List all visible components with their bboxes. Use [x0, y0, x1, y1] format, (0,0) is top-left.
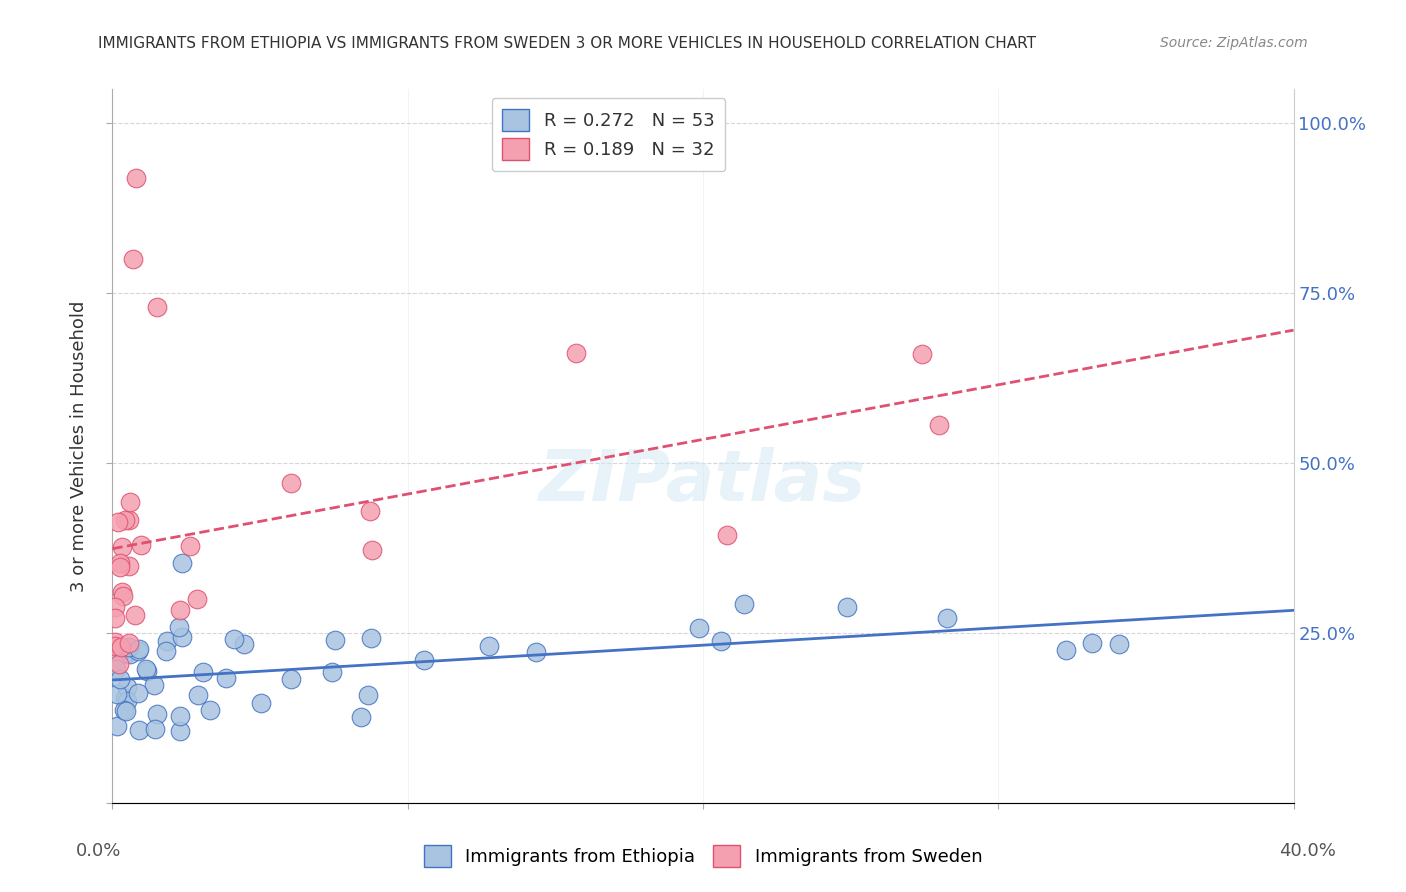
Point — [104, 599, 127, 614]
Point — [110, 557, 132, 571]
Point — [935, 611, 957, 625]
Point — [104, 635, 127, 649]
Point — [1081, 636, 1104, 650]
Point — [733, 597, 755, 611]
Point — [118, 559, 141, 574]
Point — [104, 639, 127, 653]
Point — [170, 556, 193, 570]
Point — [524, 645, 547, 659]
Point — [143, 677, 166, 691]
Point — [122, 252, 145, 266]
Point — [117, 680, 139, 694]
Point — [360, 631, 382, 645]
Point — [108, 560, 131, 574]
Point — [143, 723, 166, 737]
Point — [167, 619, 190, 633]
Y-axis label: 3 or more Vehicles in Household: 3 or more Vehicles in Household — [70, 301, 89, 591]
Point — [114, 512, 136, 526]
Point — [716, 527, 738, 541]
Point — [146, 706, 169, 721]
Text: ZIPatlas: ZIPatlas — [540, 447, 866, 516]
Point — [172, 630, 194, 644]
Point — [280, 476, 302, 491]
Point — [357, 688, 380, 702]
Text: 40.0%: 40.0% — [1279, 842, 1336, 860]
Point — [128, 723, 150, 738]
Point — [710, 634, 733, 648]
Point — [110, 640, 132, 654]
Point — [412, 653, 434, 667]
Point — [321, 665, 343, 680]
Point — [250, 697, 273, 711]
Text: IMMIGRANTS FROM ETHIOPIA VS IMMIGRANTS FROM SWEDEN 3 OR MORE VEHICLES IN HOUSEHO: IMMIGRANTS FROM ETHIOPIA VS IMMIGRANTS F… — [98, 36, 1036, 51]
Point — [280, 673, 302, 687]
Point — [117, 694, 139, 708]
Point — [111, 540, 134, 554]
Point — [224, 632, 246, 647]
Point — [118, 513, 141, 527]
Point — [169, 603, 191, 617]
Point — [1108, 637, 1130, 651]
Point — [323, 633, 346, 648]
Point — [156, 633, 179, 648]
Point — [112, 703, 135, 717]
Text: Source: ZipAtlas.com: Source: ZipAtlas.com — [1160, 36, 1308, 50]
Point — [118, 640, 141, 654]
Point — [146, 300, 169, 314]
Point — [127, 644, 149, 658]
Point — [118, 495, 141, 509]
Point — [688, 621, 710, 635]
Point — [112, 589, 135, 603]
Point — [169, 724, 191, 739]
Point — [108, 673, 131, 687]
Point — [478, 639, 501, 653]
Point — [136, 665, 159, 679]
Point — [233, 637, 256, 651]
Point — [104, 610, 127, 624]
Point — [107, 687, 129, 701]
Point — [114, 647, 136, 661]
Text: 0.0%: 0.0% — [76, 842, 121, 860]
Point — [179, 539, 201, 553]
Legend: R = 0.272   N = 53, R = 0.189   N = 32: R = 0.272 N = 53, R = 0.189 N = 32 — [492, 98, 725, 171]
Point — [104, 662, 127, 676]
Point — [129, 538, 152, 552]
Point — [114, 691, 136, 706]
Point — [169, 708, 191, 723]
Point — [1054, 643, 1077, 657]
Point — [135, 662, 157, 676]
Point — [104, 654, 127, 668]
Point — [115, 704, 138, 718]
Point — [120, 647, 142, 661]
Legend: Immigrants from Ethiopia, Immigrants from Sweden: Immigrants from Ethiopia, Immigrants fro… — [416, 838, 990, 874]
Point — [111, 585, 134, 599]
Point — [187, 688, 209, 702]
Point — [215, 671, 238, 685]
Point — [124, 607, 146, 622]
Point — [565, 346, 588, 360]
Point — [198, 703, 221, 717]
Point — [193, 665, 215, 679]
Point — [107, 515, 129, 529]
Point — [105, 719, 128, 733]
Point — [911, 347, 934, 361]
Point — [128, 641, 150, 656]
Point — [350, 710, 373, 724]
Point — [155, 644, 177, 658]
Point — [359, 503, 381, 517]
Point — [108, 657, 131, 671]
Point — [127, 686, 149, 700]
Point — [186, 592, 208, 607]
Point — [118, 636, 141, 650]
Point — [360, 543, 382, 558]
Point — [835, 599, 858, 614]
Point — [125, 170, 148, 185]
Point — [928, 417, 950, 432]
